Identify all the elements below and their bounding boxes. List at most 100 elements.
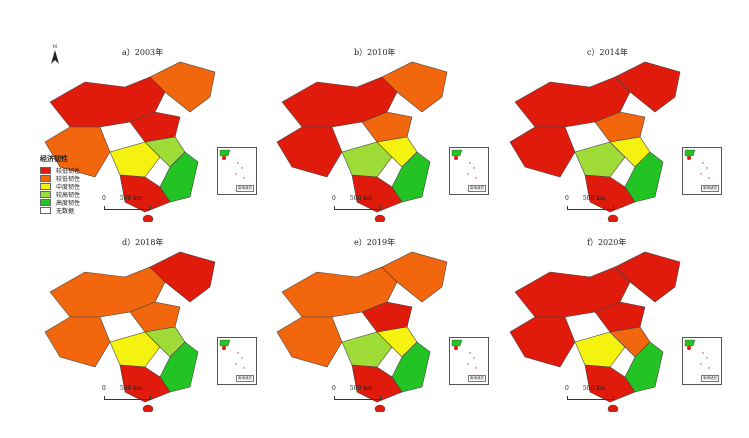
scale-zero: 0 xyxy=(102,385,106,392)
legend-item: 无数据 xyxy=(40,206,80,215)
map-region xyxy=(44,126,111,178)
china-map xyxy=(44,251,216,412)
scale-bar: 0 500 km xyxy=(102,195,151,210)
south-china-sea-inset: 南海诸岛 xyxy=(682,337,722,385)
map-region xyxy=(594,301,646,333)
map-region xyxy=(44,316,111,368)
scale-distance: 500 km xyxy=(582,195,606,202)
inset-label: 南海诸岛 xyxy=(236,375,254,382)
south-china-sea-inset: 南海诸岛 xyxy=(217,337,257,385)
map-region xyxy=(361,111,413,143)
china-map xyxy=(276,251,448,412)
map-region-hainan xyxy=(374,404,386,412)
legend-label: 高度韧性 xyxy=(56,199,81,207)
north-arrow: N xyxy=(50,44,60,66)
map-region xyxy=(119,364,171,403)
scale-bar: 0 500 km xyxy=(332,385,381,400)
panel-title: a）2003年 xyxy=(122,48,164,57)
map-region xyxy=(149,251,216,303)
map-region xyxy=(381,251,448,303)
map-region xyxy=(614,251,681,303)
scale-distance: 500 km xyxy=(119,385,143,392)
scale-zero: 0 xyxy=(332,195,336,202)
scale-distance: 500 km xyxy=(349,385,373,392)
north-arrow-icon xyxy=(51,50,59,64)
map-region xyxy=(574,331,626,368)
map-region xyxy=(129,111,181,143)
scale-distance: 500 km xyxy=(349,195,373,202)
map-region xyxy=(381,61,448,113)
inset-map xyxy=(451,339,477,369)
inset-map xyxy=(451,149,477,179)
inset-map xyxy=(684,339,710,369)
map-region-hainan xyxy=(142,404,154,412)
map-region xyxy=(129,301,181,333)
inset-map xyxy=(684,149,710,179)
legend-item: 较低韧性 xyxy=(40,174,81,183)
scale-bar: 0 500 km xyxy=(565,385,614,400)
legend-item: 中度韧性 xyxy=(40,182,81,191)
legend-item: 较高韧性 xyxy=(40,190,81,199)
map-region xyxy=(584,174,636,213)
china-map xyxy=(44,61,216,222)
scale-bar-line xyxy=(567,396,614,400)
inset-label: 南海诸岛 xyxy=(468,185,486,192)
legend-label: 无数据 xyxy=(56,207,75,215)
panel-title: f）2020年 xyxy=(587,238,627,247)
scale-distance: 500 km xyxy=(582,385,606,392)
inset-label: 南海诸岛 xyxy=(701,185,719,192)
legend-swatch xyxy=(40,174,51,182)
china-map xyxy=(509,61,681,222)
legend-label: 较低韧性 xyxy=(56,175,81,183)
map-region xyxy=(509,126,576,178)
legend-swatch xyxy=(40,198,51,206)
map-region xyxy=(509,316,576,368)
inset-label: 南海诸岛 xyxy=(236,185,254,192)
inset-map xyxy=(219,149,245,179)
map-region xyxy=(119,174,171,213)
scale-bar-line xyxy=(567,206,614,210)
scale-bar-line xyxy=(104,206,151,210)
map-region-hainan xyxy=(142,214,154,222)
inset-map xyxy=(219,339,245,369)
map-region-hainan xyxy=(607,214,619,222)
legend-swatch xyxy=(40,206,51,214)
panel-title: d）2018年 xyxy=(122,238,164,247)
map-panel: d）2018年南海诸岛 0 500 km xyxy=(30,235,260,425)
legend-item: 较低韧性 xyxy=(40,166,80,175)
china-map xyxy=(276,61,448,222)
map-region xyxy=(574,141,626,178)
legend-item: 高度韧性 xyxy=(40,198,81,207)
scale-bar: 0 500 km xyxy=(102,385,151,400)
map-region-hainan xyxy=(607,404,619,412)
south-china-sea-inset: 南海诸岛 xyxy=(217,147,257,195)
scale-bar-line xyxy=(334,396,381,400)
map-region xyxy=(594,111,646,143)
map-region xyxy=(109,331,161,368)
scale-distance: 500 km xyxy=(119,195,143,202)
legend-label: 较高韧性 xyxy=(56,191,81,199)
china-map xyxy=(509,251,681,412)
map-region xyxy=(351,174,403,213)
north-label: N xyxy=(52,44,58,50)
map-region xyxy=(361,301,413,333)
panel-title: c）2014年 xyxy=(587,48,628,57)
map-region xyxy=(341,141,393,178)
scale-bar: 0 500 km xyxy=(332,195,381,210)
map-panel: e）2019年南海诸岛 0 500 km xyxy=(262,235,492,425)
scale-bar: 0 500 km xyxy=(565,195,614,210)
scale-zero: 0 xyxy=(102,195,106,202)
legend-swatch xyxy=(40,182,51,190)
south-china-sea-inset: 南海诸岛 xyxy=(449,337,489,385)
map-region xyxy=(584,364,636,403)
map-panel: b）2010年 南海诸岛 0 500 km xyxy=(262,45,492,235)
map-panel: c）2014年南海诸岛 0 500 km xyxy=(495,45,725,235)
scale-bar-line xyxy=(334,206,381,210)
inset-label: 南海诸岛 xyxy=(468,375,486,382)
map-panel: f）2020年南海诸岛 0 500 km xyxy=(495,235,725,425)
south-china-sea-inset: 南海诸岛 xyxy=(682,147,722,195)
map-region xyxy=(614,61,681,113)
panel-title: e）2019年 xyxy=(354,238,396,247)
map-panel: a）2003年南海诸岛 0 500 km xyxy=(30,45,260,235)
legend-label: 中度韧性 xyxy=(56,183,81,191)
